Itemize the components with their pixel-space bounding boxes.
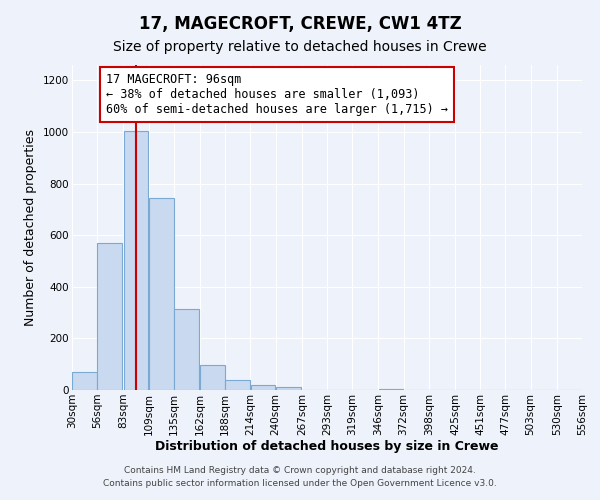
- Bar: [251, 386, 275, 390]
- Bar: [149, 198, 173, 390]
- Y-axis label: Number of detached properties: Number of detached properties: [25, 129, 37, 326]
- X-axis label: Distribution of detached houses by size in Crewe: Distribution of detached houses by size …: [155, 440, 499, 454]
- Bar: [200, 366, 225, 390]
- Bar: [226, 380, 250, 390]
- Text: Contains HM Land Registry data © Crown copyright and database right 2024.
Contai: Contains HM Land Registry data © Crown c…: [103, 466, 497, 487]
- Text: 17, MAGECROFT, CREWE, CW1 4TZ: 17, MAGECROFT, CREWE, CW1 4TZ: [139, 15, 461, 33]
- Bar: [72, 372, 97, 390]
- Bar: [97, 243, 122, 390]
- Bar: [276, 388, 301, 390]
- Text: Size of property relative to detached houses in Crewe: Size of property relative to detached ho…: [113, 40, 487, 54]
- Bar: [174, 308, 199, 390]
- Text: 17 MAGECROFT: 96sqm
← 38% of detached houses are smaller (1,093)
60% of semi-det: 17 MAGECROFT: 96sqm ← 38% of detached ho…: [106, 72, 448, 116]
- Bar: [379, 388, 403, 390]
- Bar: [124, 131, 148, 390]
